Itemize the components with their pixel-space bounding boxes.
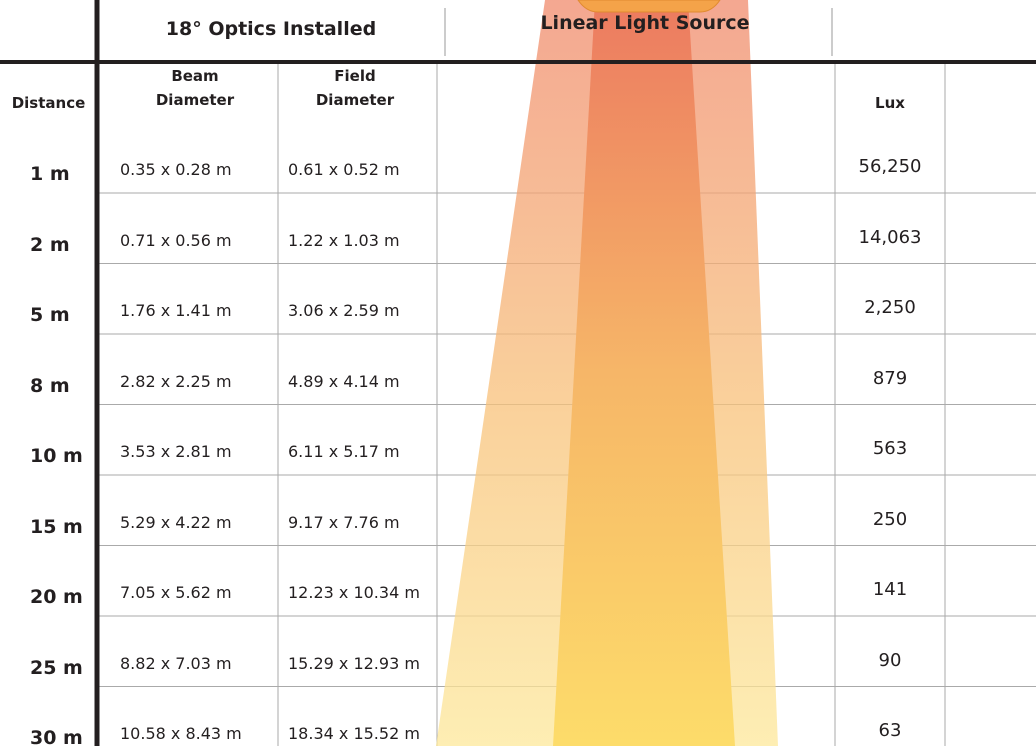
lux: 63 (835, 720, 945, 741)
distance: 15 m (30, 516, 83, 538)
column-header: Beam Diameter (145, 64, 245, 112)
beam-diameter: 7.05 x 5.62 m (120, 583, 232, 602)
beam-diameter: 0.35 x 0.28 m (120, 160, 232, 179)
lux: 250 (835, 509, 945, 530)
distance: 10 m (30, 445, 83, 467)
field-diameter: 3.06 x 2.59 m (288, 301, 400, 320)
distance: 20 m (30, 586, 83, 608)
lux: 90 (835, 650, 945, 671)
field-diameter: 6.11 x 5.17 m (288, 442, 400, 461)
lux: 2,250 (835, 297, 945, 318)
beam-diameter: 8.82 x 7.03 m (120, 654, 232, 673)
optics-title: 18° Optics Installed (97, 18, 445, 40)
lux: 14,063 (835, 227, 945, 248)
lux: 141 (835, 579, 945, 600)
column-header: Lux (835, 91, 945, 115)
distance: 2 m (30, 234, 70, 256)
distance: 25 m (30, 657, 83, 679)
lux: 879 (835, 368, 945, 389)
field-diameter: 1.22 x 1.03 m (288, 231, 400, 250)
column-header: Distance (0, 91, 97, 115)
beam-diameter: 5.29 x 4.22 m (120, 513, 232, 532)
field-diameter: 12.23 x 10.34 m (288, 583, 420, 602)
field-diameter: 15.29 x 12.93 m (288, 654, 420, 673)
field-diameter: 9.17 x 7.76 m (288, 513, 400, 532)
page: 18° Optics Installed Linear Light Source… (0, 0, 1036, 746)
beam-diameter: 10.58 x 8.43 m (120, 724, 242, 743)
distance: 1 m (30, 163, 70, 185)
lux: 56,250 (835, 156, 945, 177)
beam-diameter: 2.82 x 2.25 m (120, 372, 232, 391)
distance: 5 m (30, 304, 70, 326)
beam-diameter: 3.53 x 2.81 m (120, 442, 232, 461)
beam-diameter: 0.71 x 0.56 m (120, 231, 232, 250)
distance: 8 m (30, 375, 70, 397)
field-diameter: 4.89 x 4.14 m (288, 372, 400, 391)
fixture (578, 0, 720, 12)
field-diameter: 18.34 x 15.52 m (288, 724, 420, 743)
distance: 30 m (30, 727, 83, 746)
field-diameter: 0.61 x 0.52 m (288, 160, 400, 179)
source-title: Linear Light Source (500, 12, 790, 34)
beam-diameter: 1.76 x 1.41 m (120, 301, 232, 320)
column-header: Field Diameter (305, 64, 405, 112)
lux: 563 (835, 438, 945, 459)
